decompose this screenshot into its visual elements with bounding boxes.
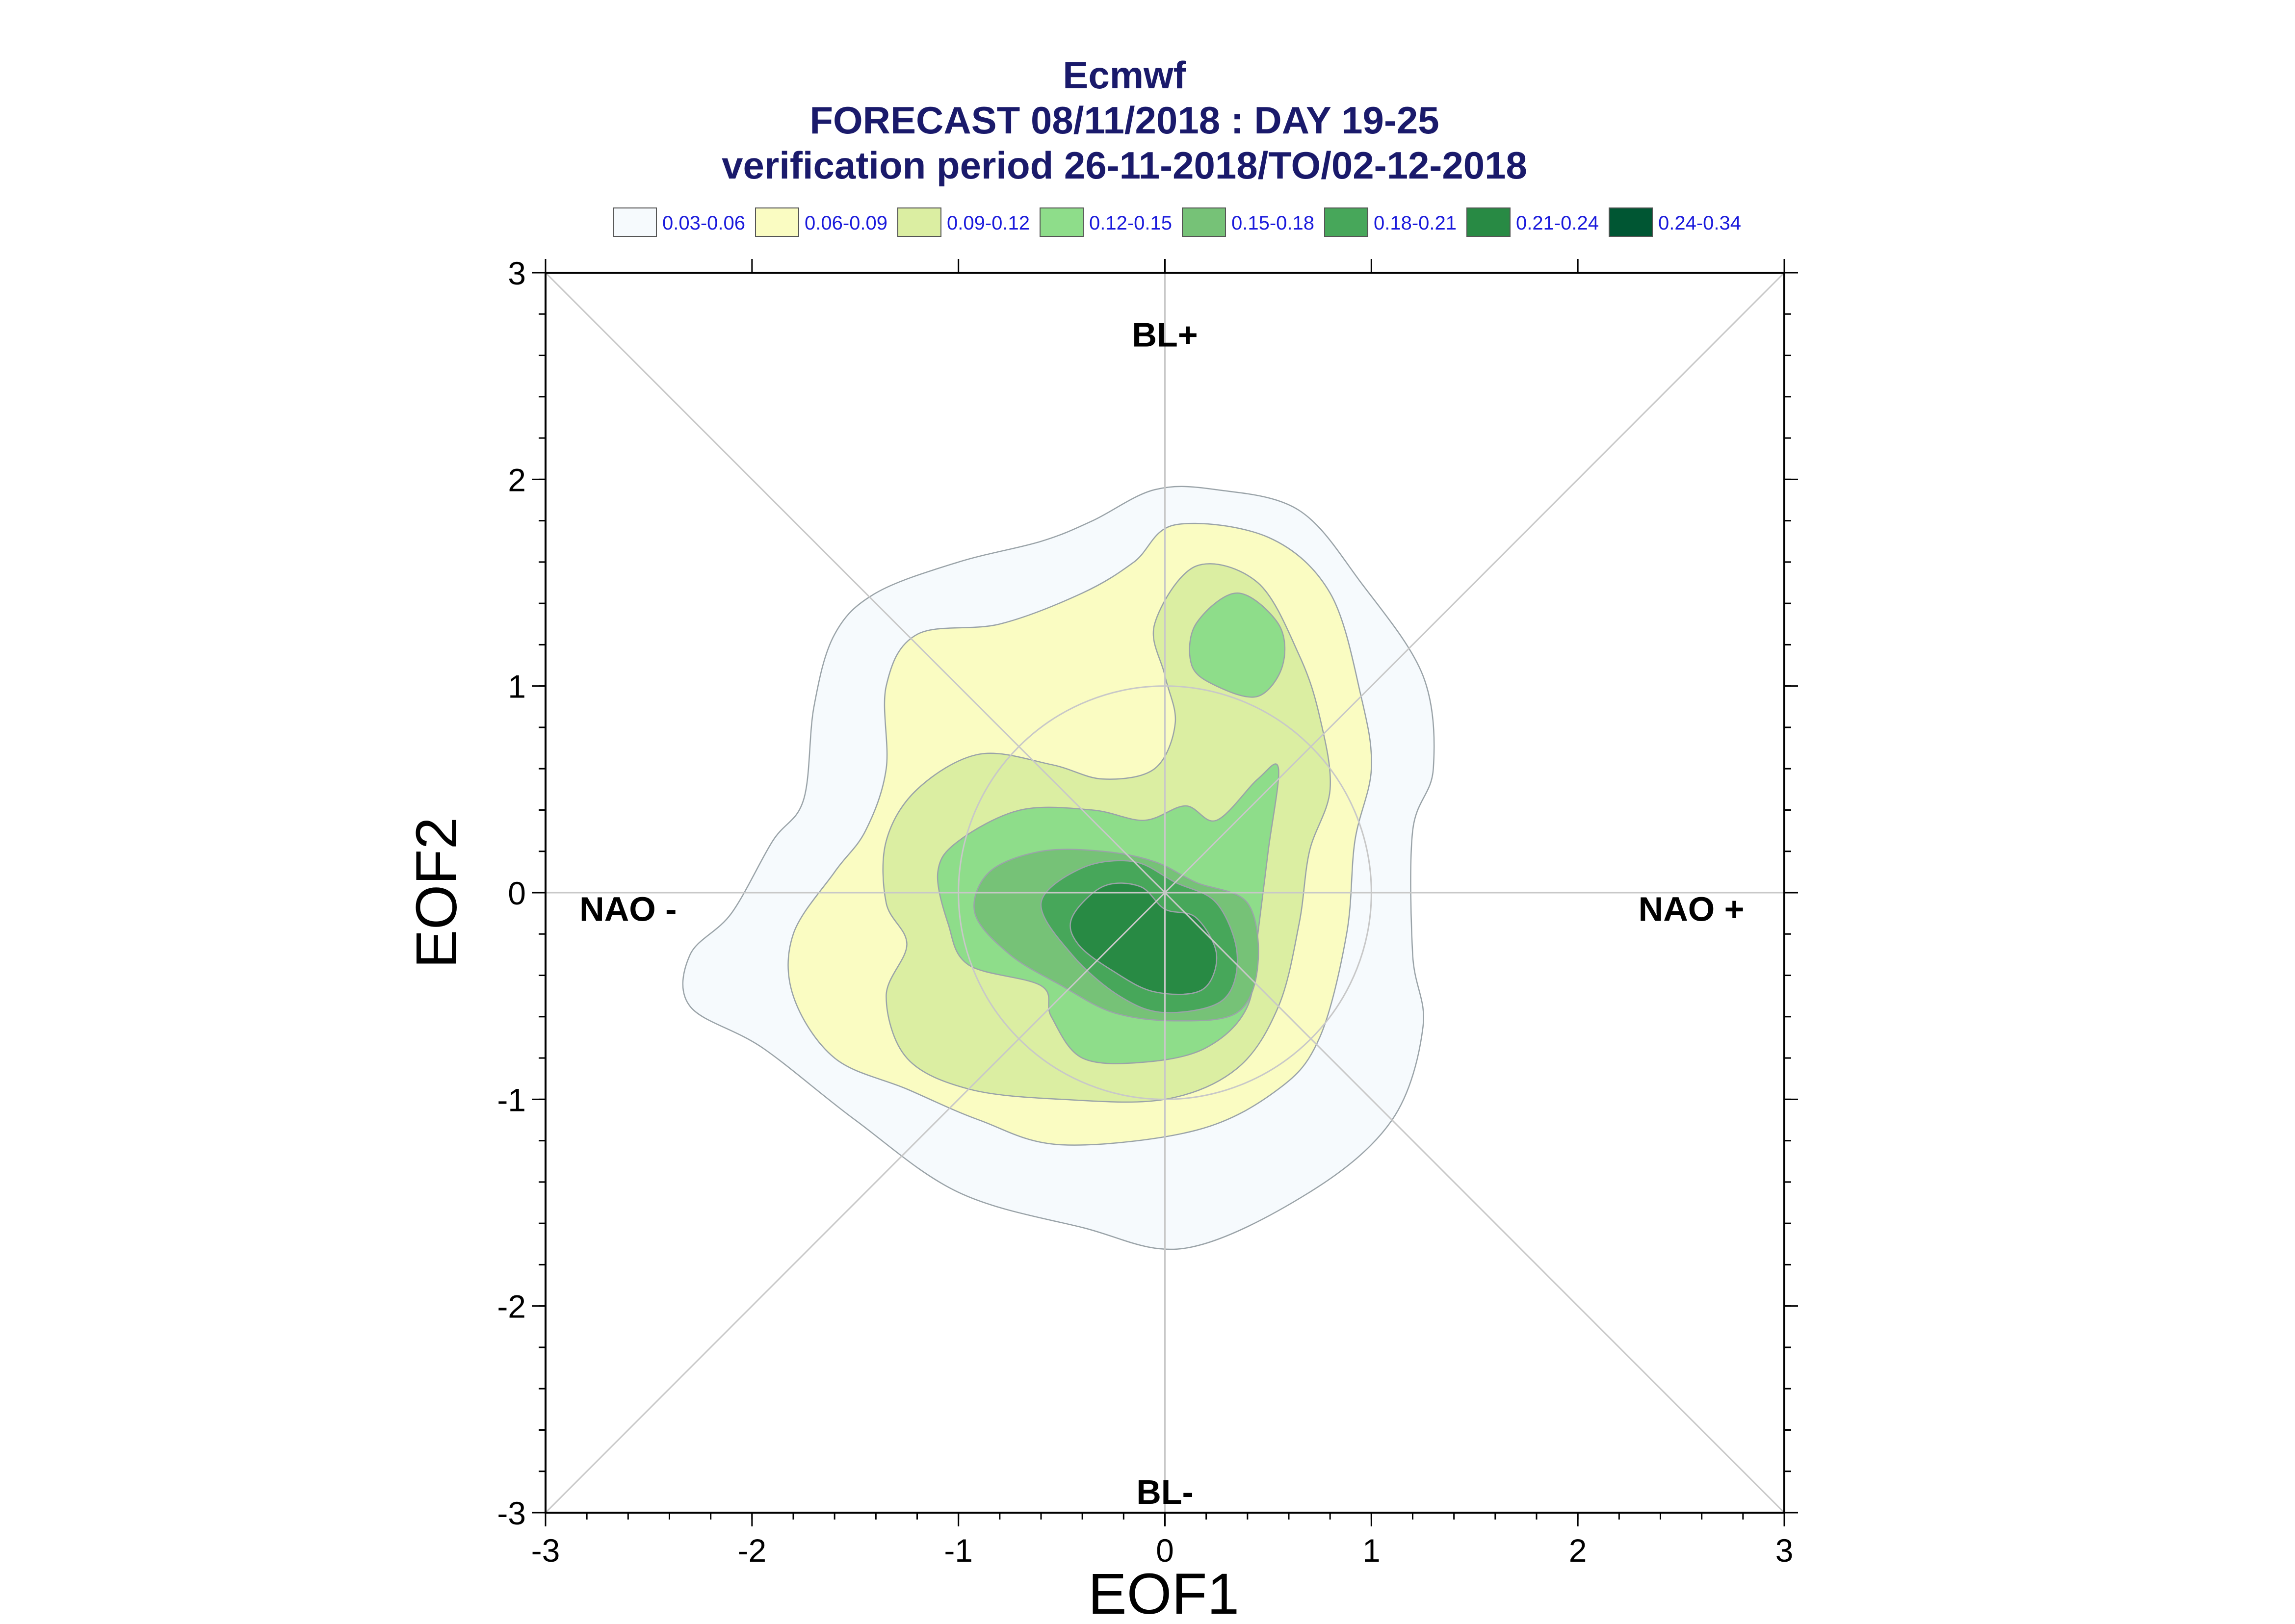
y-axis-title: EOF2 [404, 817, 469, 968]
legend-label: 0.21-0.24 [1516, 212, 1599, 234]
x-tick-label: 3 [1775, 1532, 1794, 1569]
legend-swatch [1609, 207, 1653, 237]
legend-swatch [613, 207, 657, 237]
x-tick-label: 1 [1362, 1532, 1381, 1569]
legend-swatch [1040, 207, 1084, 237]
x-tick-label: -2 [737, 1532, 766, 1569]
axis-ticks: -3 -2 -1 0 1 2 3 -3 -2 -1 0 1 2 3 [497, 255, 1798, 1569]
legend-swatch [897, 207, 941, 237]
unit-circle [958, 685, 1372, 1100]
legend-label: 0.24-0.34 [1658, 212, 1741, 234]
legend-label: 0.09-0.12 [947, 212, 1030, 234]
legend-label: 0.03-0.06 [662, 212, 745, 234]
regime-labels: BL+ BL- NAO - NAO + [579, 315, 1744, 1511]
regime-label: BL+ [1132, 315, 1198, 354]
x-tick-label: 2 [1569, 1532, 1587, 1569]
legend-label: 0.06-0.09 [805, 212, 887, 234]
legend-swatch [1182, 207, 1226, 237]
x-tick-label: 0 [1156, 1532, 1174, 1569]
contour-level-6-7 [1069, 882, 1218, 995]
y-tick-label: 1 [508, 669, 526, 705]
regime-label: NAO + [1639, 890, 1745, 928]
chart-title-block: Ecmwf FORECAST 08/11/2018 : DAY 19-25 ve… [722, 53, 1527, 187]
x-tick-label: -3 [531, 1532, 560, 1569]
legend-swatch [1324, 207, 1368, 237]
y-tick-label: 2 [508, 462, 526, 498]
contour-level-3-4 [1189, 592, 1286, 698]
plot-area: -3 -2 -1 0 1 2 3 -3 -2 -1 0 1 2 3 BL+ BL- NAO - NAO + [497, 255, 1798, 1569]
y-tick-label: 3 [508, 255, 526, 291]
chart-subtitle-verification: verification period 26-11-2018/TO/02-12-… [722, 144, 1527, 187]
y-tick-label: -3 [497, 1495, 526, 1531]
legend-label: 0.18-0.21 [1374, 212, 1457, 234]
legend-swatch [1466, 207, 1511, 237]
y-tick-label: 0 [508, 875, 526, 911]
legend: 0.03-0.06 0.06-0.09 0.09-0.12 0.12-0.15 0.15… [613, 207, 1741, 237]
chart-title: Ecmwf [1063, 53, 1186, 97]
reference-lines [545, 272, 1785, 1514]
legend-swatch [755, 207, 799, 237]
legend-label: 0.12-0.15 [1089, 212, 1172, 234]
density-contours [682, 486, 1435, 1250]
x-tick-label: -1 [944, 1532, 973, 1569]
regime-label: NAO - [579, 890, 677, 928]
regime-label: BL- [1136, 1473, 1194, 1511]
y-tick-label: -2 [497, 1289, 526, 1325]
x-axis-title: EOF1 [1088, 1562, 1239, 1624]
legend-label: 0.15-0.18 [1231, 212, 1314, 234]
y-tick-label: -1 [497, 1082, 526, 1118]
diagonal-line-asc [545, 272, 1785, 1514]
chart-subtitle-forecast: FORECAST 08/11/2018 : DAY 19-25 [809, 99, 1439, 142]
